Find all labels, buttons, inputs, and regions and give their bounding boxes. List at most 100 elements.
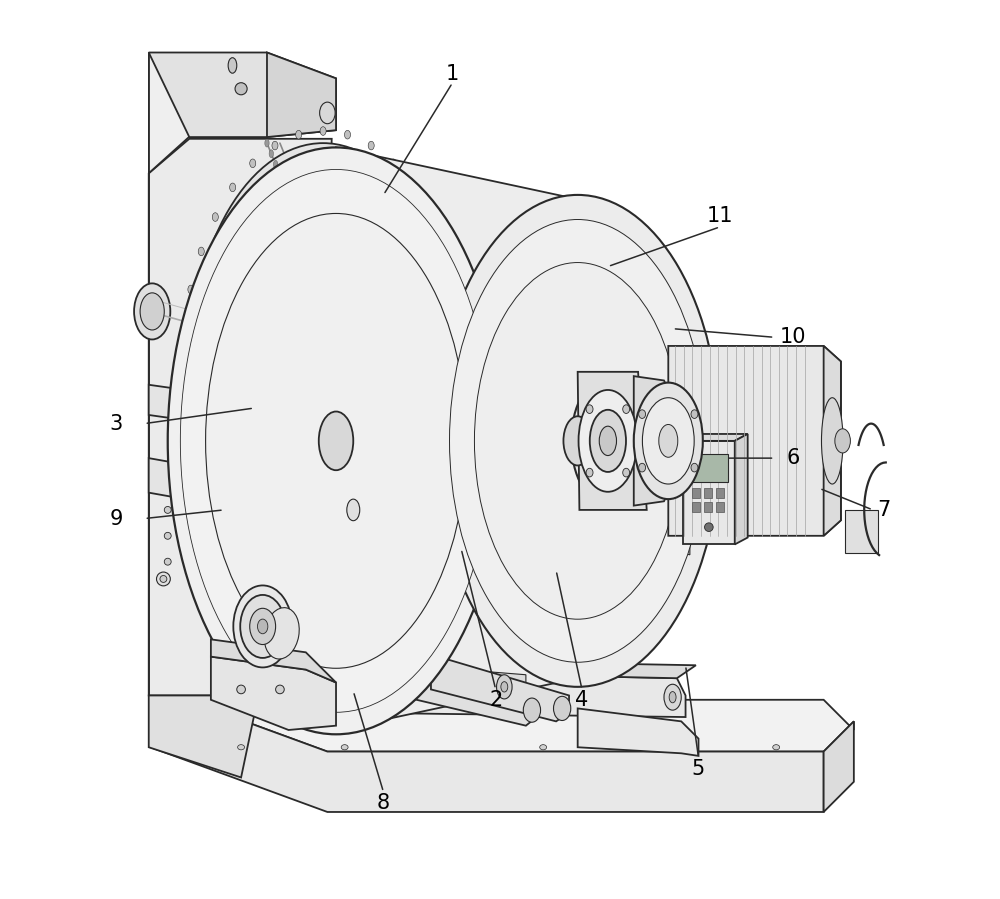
Ellipse shape [250,576,256,584]
Polygon shape [150,687,824,812]
Ellipse shape [563,416,592,466]
Polygon shape [735,434,748,545]
Polygon shape [149,52,336,137]
Polygon shape [267,52,336,137]
Ellipse shape [164,532,171,539]
Ellipse shape [240,595,285,658]
Ellipse shape [586,405,593,414]
Polygon shape [149,52,267,174]
Ellipse shape [278,171,282,179]
Ellipse shape [368,141,374,150]
Ellipse shape [296,605,302,613]
Text: 6: 6 [787,448,800,468]
Polygon shape [824,346,841,536]
Text: 4: 4 [575,690,589,710]
Polygon shape [149,138,332,696]
Text: 3: 3 [109,414,123,433]
Ellipse shape [653,417,675,465]
Ellipse shape [319,412,353,470]
Ellipse shape [586,468,593,476]
Ellipse shape [188,450,194,458]
Ellipse shape [304,235,308,243]
Bar [716,503,724,512]
Ellipse shape [501,681,508,692]
Ellipse shape [282,182,286,190]
Ellipse shape [164,558,171,565]
Ellipse shape [269,150,273,157]
Ellipse shape [664,684,681,710]
Polygon shape [431,658,569,721]
Polygon shape [683,434,748,441]
Bar [704,503,712,512]
Ellipse shape [497,675,512,699]
Bar [690,454,728,482]
Polygon shape [668,346,841,536]
Text: 2: 2 [489,690,502,710]
Ellipse shape [623,468,630,476]
Ellipse shape [312,255,317,263]
Ellipse shape [341,744,348,750]
Bar [704,488,712,498]
Ellipse shape [442,247,448,255]
Ellipse shape [286,192,291,200]
Ellipse shape [459,409,465,418]
Ellipse shape [474,263,681,619]
Ellipse shape [230,552,236,561]
Ellipse shape [835,429,850,453]
Ellipse shape [571,377,645,504]
Ellipse shape [296,130,302,139]
Ellipse shape [639,410,646,418]
Ellipse shape [291,203,295,210]
Ellipse shape [272,141,278,150]
Polygon shape [211,656,336,730]
Text: 8: 8 [377,793,390,814]
Ellipse shape [390,159,396,167]
Ellipse shape [308,245,312,253]
Ellipse shape [428,522,434,531]
Ellipse shape [691,463,698,472]
Ellipse shape [428,213,434,221]
Ellipse shape [639,463,646,472]
Ellipse shape [590,410,626,472]
Ellipse shape [198,247,204,255]
Ellipse shape [669,691,676,703]
Ellipse shape [180,169,492,712]
Ellipse shape [390,576,396,584]
Ellipse shape [273,160,278,168]
Ellipse shape [157,572,170,586]
Ellipse shape [312,353,334,390]
Ellipse shape [634,383,703,499]
Ellipse shape [461,368,467,376]
Ellipse shape [140,293,164,330]
Ellipse shape [206,172,440,572]
Ellipse shape [206,213,466,668]
Ellipse shape [233,585,292,667]
Bar [692,503,700,512]
Ellipse shape [554,697,571,720]
Ellipse shape [250,609,276,645]
Ellipse shape [188,285,194,294]
Ellipse shape [230,183,236,191]
Polygon shape [483,672,526,706]
Ellipse shape [579,390,637,492]
Ellipse shape [821,397,843,484]
Polygon shape [149,458,319,523]
Ellipse shape [265,139,269,147]
Ellipse shape [168,147,504,734]
Ellipse shape [347,499,360,521]
Polygon shape [362,653,539,725]
Ellipse shape [450,219,706,663]
Ellipse shape [320,609,326,617]
Ellipse shape [272,593,278,602]
Ellipse shape [237,685,245,694]
Ellipse shape [540,744,547,750]
Polygon shape [211,639,336,682]
Polygon shape [578,708,698,756]
Ellipse shape [264,608,299,659]
Ellipse shape [134,283,170,340]
Ellipse shape [276,685,284,694]
Ellipse shape [599,426,617,456]
Ellipse shape [452,450,458,458]
Ellipse shape [459,325,465,334]
Ellipse shape [295,213,299,221]
